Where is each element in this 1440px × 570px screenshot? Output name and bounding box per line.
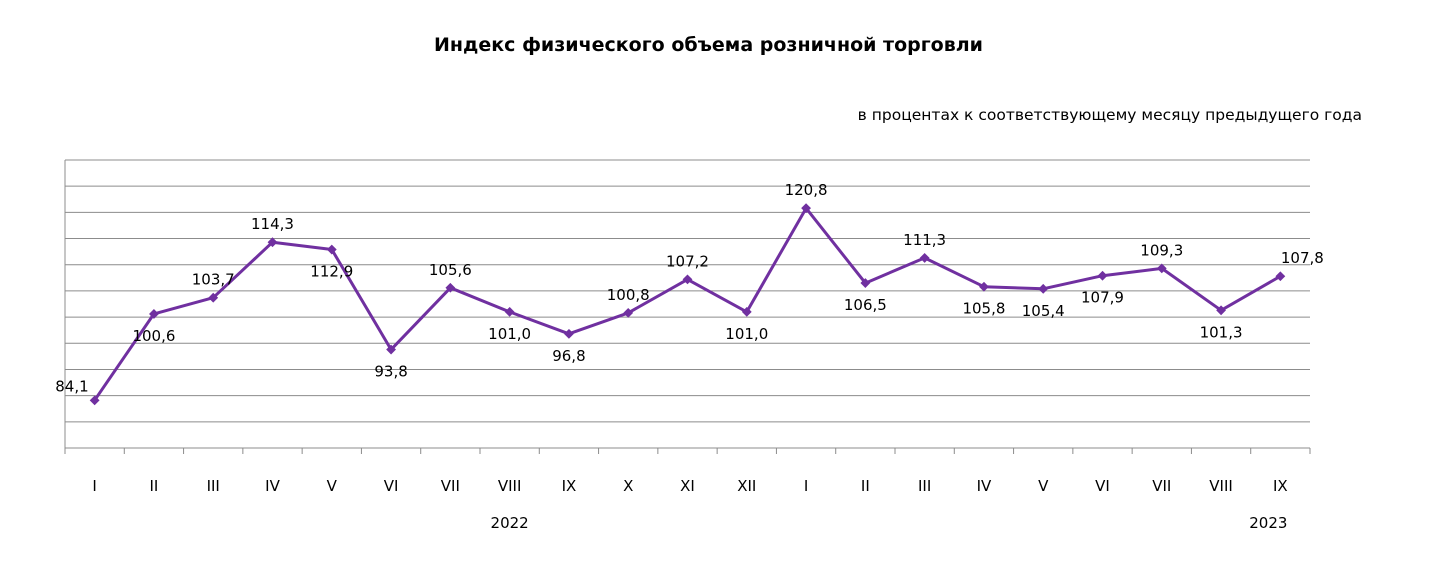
- data-point: [208, 292, 219, 303]
- year-label: 2023: [1249, 514, 1287, 532]
- data-point: [860, 278, 871, 288]
- x-tick-label: VII: [1152, 477, 1171, 495]
- x-tick-label: V: [327, 477, 338, 495]
- data-label: 84,1: [55, 377, 88, 395]
- x-tick-label: VI: [384, 477, 399, 495]
- data-points: [89, 203, 1286, 406]
- data-label: 107,9: [1081, 289, 1124, 307]
- data-point: [801, 203, 811, 214]
- data-point: [445, 282, 456, 293]
- x-tick-label: III: [918, 477, 931, 495]
- data-point: [149, 309, 159, 319]
- data-point: [504, 306, 515, 317]
- data-label: 101,0: [725, 325, 768, 343]
- chart-title: Индекс физического объема розничной торг…: [434, 34, 983, 56]
- x-tick-label: VII: [441, 477, 460, 495]
- data-label: 100,8: [607, 286, 650, 304]
- data-point: [326, 244, 337, 255]
- x-tick-label: VIII: [498, 477, 522, 495]
- data-point: [682, 274, 693, 285]
- gridlines: [65, 159, 1310, 449]
- data-label: 107,8: [1281, 249, 1324, 267]
- x-tick-label: XII: [737, 477, 756, 495]
- x-tick-label: II: [861, 477, 870, 495]
- data-label: 106,5: [844, 296, 887, 314]
- x-tick-labels: I II III IV V VI VII VIII IX X XI XII I II III IV V VI VII…: [92, 477, 1287, 495]
- x-tick-label: IX: [1273, 477, 1288, 495]
- data-point: [1216, 305, 1226, 316]
- axes: [64, 160, 1311, 454]
- x-tick-label: IV: [265, 477, 280, 495]
- data-label: 93,8: [374, 363, 407, 381]
- data-point: [564, 328, 574, 339]
- data-label: 100,6: [132, 327, 175, 345]
- data-labels: 84,1 100,6 103,7 114,3 112,9 93,8 105,6 101,0 96…: [55, 181, 1324, 395]
- data-point: [386, 344, 396, 355]
- x-tick-label: I: [804, 477, 808, 495]
- data-label: 101,3: [1200, 323, 1243, 341]
- x-tick-label: I: [92, 477, 96, 495]
- data-label: 96,8: [552, 347, 585, 365]
- data-label: 105,6: [429, 261, 472, 279]
- data-point: [979, 281, 989, 292]
- data-label: 107,2: [666, 252, 709, 270]
- data-label: 105,8: [962, 300, 1005, 318]
- data-point: [89, 395, 100, 406]
- x-tick-label: VIII: [1209, 477, 1233, 495]
- data-label: 114,3: [251, 215, 294, 233]
- x-tick-label: IX: [562, 477, 577, 495]
- data-label: 103,7: [192, 271, 235, 289]
- x-tick-label: XI: [680, 477, 695, 495]
- x-tick-label: IV: [977, 477, 992, 495]
- data-point: [1038, 283, 1049, 294]
- data-point: [623, 307, 634, 318]
- data-label: 105,4: [1022, 302, 1065, 320]
- data-label: 101,0: [488, 325, 531, 343]
- year-label: 2022: [491, 514, 529, 532]
- data-point: [267, 237, 278, 248]
- data-label: 111,3: [903, 231, 946, 249]
- data-label: 109,3: [1140, 241, 1183, 259]
- x-tick-label: III: [207, 477, 220, 495]
- x-tick-label: VI: [1095, 477, 1110, 495]
- data-point: [919, 253, 930, 263]
- data-point: [1275, 271, 1286, 282]
- x-tick-label: II: [149, 477, 158, 495]
- data-point: [1156, 263, 1167, 274]
- data-label: 112,9: [310, 263, 353, 281]
- x-tick-label: X: [623, 477, 633, 495]
- data-point: [1097, 270, 1108, 281]
- year-labels: 2022 2023: [491, 514, 1288, 532]
- chart-subtitle: в процентах к соответствующему месяцу пр…: [857, 106, 1362, 124]
- x-tick-label: V: [1038, 477, 1049, 495]
- data-point: [741, 306, 752, 317]
- data-label: 120,8: [785, 181, 828, 199]
